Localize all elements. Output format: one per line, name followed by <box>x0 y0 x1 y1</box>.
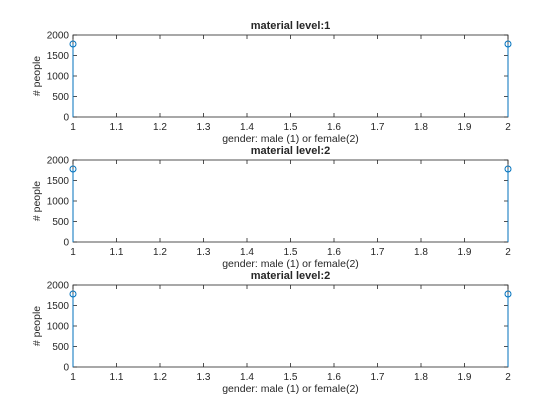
x-tick-label: 1.5 <box>284 247 298 258</box>
y-tick-label: 500 <box>52 217 69 228</box>
y-axis-label: # people <box>31 56 43 96</box>
chart-title: material level:2 <box>251 145 331 157</box>
x-tick-label: 1.6 <box>327 372 341 383</box>
axes-box <box>72 284 509 368</box>
y-tick-label: 1500 <box>47 176 70 187</box>
x-tick-label: 1.8 <box>414 247 428 258</box>
x-tick-label: 1.7 <box>371 372 385 383</box>
x-tick-label: 1.9 <box>458 247 472 258</box>
axes-box <box>72 34 509 118</box>
data-point <box>69 290 77 298</box>
y-tick-label: 500 <box>52 92 69 103</box>
y-tick-label: 500 <box>52 342 69 353</box>
x-tick-label: 1.6 <box>327 247 341 258</box>
x-tick-label: 1.8 <box>414 372 428 383</box>
x-tick-label: 1.4 <box>240 372 254 383</box>
data-point <box>504 290 512 298</box>
x-tick-label: 2 <box>505 247 511 258</box>
chart-title: material level:1 <box>251 20 331 32</box>
x-tick-label: 1.1 <box>110 247 124 258</box>
x-tick-label: 1.1 <box>110 122 124 133</box>
y-tick-label: 2000 <box>47 31 70 42</box>
x-tick-label: 1.5 <box>284 372 298 383</box>
x-tick-label: 1.2 <box>153 372 167 383</box>
x-tick-label: 1.3 <box>197 247 211 258</box>
x-tick-label: 1.6 <box>327 122 341 133</box>
x-tick-label: 1.4 <box>240 122 254 133</box>
x-tick-label: 1 <box>70 247 76 258</box>
x-tick-label: 1.1 <box>110 372 124 383</box>
x-tick-label: 1.2 <box>153 122 167 133</box>
x-axis-label: gender: male (1) or female(2) <box>222 383 359 395</box>
x-tick-label: 1.2 <box>153 247 167 258</box>
x-tick-label: 2 <box>505 122 511 133</box>
y-tick-label: 1000 <box>47 322 70 333</box>
y-tick-label: 2000 <box>47 281 70 292</box>
axes-box <box>72 159 509 243</box>
data-point <box>69 165 77 173</box>
x-tick-label: 1.8 <box>414 122 428 133</box>
x-tick-label: 1.7 <box>371 122 385 133</box>
y-tick-label: 0 <box>63 363 69 374</box>
y-tick-label: 2000 <box>47 156 70 167</box>
x-tick-label: 1.9 <box>458 372 472 383</box>
x-tick-label: 1.9 <box>458 122 472 133</box>
y-tick-label: 1000 <box>47 72 70 83</box>
x-axis-label: gender: male (1) or female(2) <box>222 258 359 270</box>
y-tick-label: 0 <box>63 113 69 124</box>
data-point <box>504 165 512 173</box>
x-tick-label: 1.5 <box>284 122 298 133</box>
y-tick-label: 0 <box>63 238 69 249</box>
x-tick-label: 2 <box>505 372 511 383</box>
x-tick-label: 1 <box>70 372 76 383</box>
y-tick-label: 1500 <box>47 301 70 312</box>
data-point <box>69 40 77 48</box>
chart-title: material level:2 <box>251 270 331 282</box>
y-axis-label: # people <box>31 181 43 221</box>
x-tick-label: 1.7 <box>371 247 385 258</box>
x-tick-label: 1.3 <box>197 122 211 133</box>
x-tick-label: 1.3 <box>197 372 211 383</box>
x-tick-label: 1.4 <box>240 247 254 258</box>
y-tick-label: 1000 <box>47 197 70 208</box>
y-axis-label: # people <box>31 306 43 346</box>
x-tick-label: 1 <box>70 122 76 133</box>
y-tick-label: 1500 <box>47 51 70 62</box>
data-point <box>504 40 512 48</box>
x-axis-label: gender: male (1) or female(2) <box>222 133 359 145</box>
